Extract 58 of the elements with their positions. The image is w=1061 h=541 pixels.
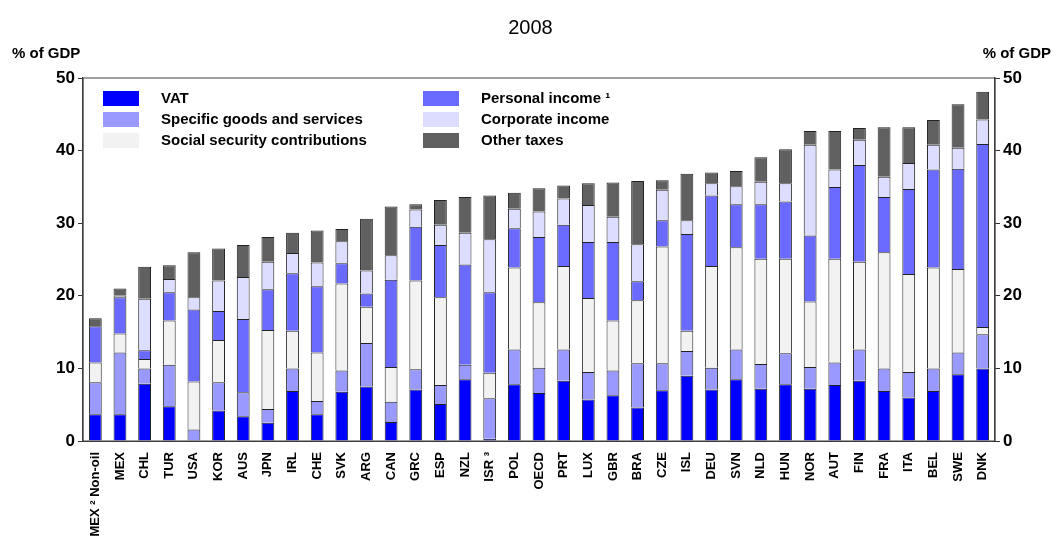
y2-axis-title: % of GDP [982,44,1051,62]
x-tick-label: ISL [678,451,694,473]
x-tick-label: CHL [136,451,152,479]
y-axis-title: % of GDP [12,44,81,62]
y-tick-label: 20 [56,285,75,305]
legend-label: Other taxes [481,131,564,149]
x-tick-label: DEU [703,452,719,480]
x-tick-label: BRA [629,451,645,481]
y-tick-label: 50 [56,67,75,87]
x-tick-label: BEL [924,451,940,478]
x-tick-label: DNK [974,451,990,481]
x-tick-label: GRC [407,451,423,481]
y2-tick-label: 10 [1003,358,1022,378]
x-tick-label: LUX [579,451,595,478]
x-tick-label: FRA [875,451,891,479]
x-tick-label: SVN [727,452,743,479]
x-tick-label: ITA [900,451,916,472]
chart-title: 2008 [508,15,553,38]
y2-tick-label: 20 [1003,285,1022,305]
x-tick-label: CAN [382,452,398,481]
y-tick-label: 10 [56,358,75,378]
x-tick-label: PRT [555,451,571,478]
x-tick-label: OECD [530,452,546,490]
x-tick-label: ISR ³ [481,451,497,482]
x-tick-label: ARG [358,452,374,481]
x-tick-label: USA [185,451,201,480]
y-tick-label: 0 [65,430,75,450]
x-tick-label: JPN [259,452,275,478]
x-tick-label: CHE [308,451,324,480]
y2-tick-label: 30 [1003,212,1022,232]
legend-label: Personal income ¹ [481,89,611,107]
x-tick-label: POL [505,451,521,479]
x-tick-label: SVK [333,451,349,479]
y2-tick-label: 40 [1003,140,1022,160]
x-tick-label: AUS [234,451,250,480]
y-tick-label: 40 [56,140,75,160]
x-tick-label: HUN [777,452,793,481]
x-tick-label: KOR [210,451,226,481]
legend-label: Specific goods and services [161,110,363,128]
x-tick-label: IRL [284,451,300,473]
y2-tick-label: 0 [1003,430,1013,450]
y2-tick-label: 50 [1003,67,1022,87]
x-tick-label: MEX ² Non-oil [86,452,102,537]
x-tick-label: SWE [949,451,965,482]
x-tick-label: MEX [111,451,127,481]
x-tick-label: TUR [160,451,176,479]
y-tick-label: 30 [56,212,75,232]
x-tick-label: NLD [752,452,768,479]
x-tick-label: CZE [653,451,669,478]
x-tick-label: FIN [851,452,867,473]
x-tick-label: NZL [456,451,472,478]
legend-label: Social security contributions [161,131,367,149]
x-tick-label: GBR [604,451,620,481]
x-tick-label: NOR [801,451,817,481]
legend-label: Corporate income [481,110,610,128]
x-tick-label: AUT [826,451,842,479]
legend-label: VAT [161,89,189,107]
x-tick-label: ESP [431,451,447,479]
